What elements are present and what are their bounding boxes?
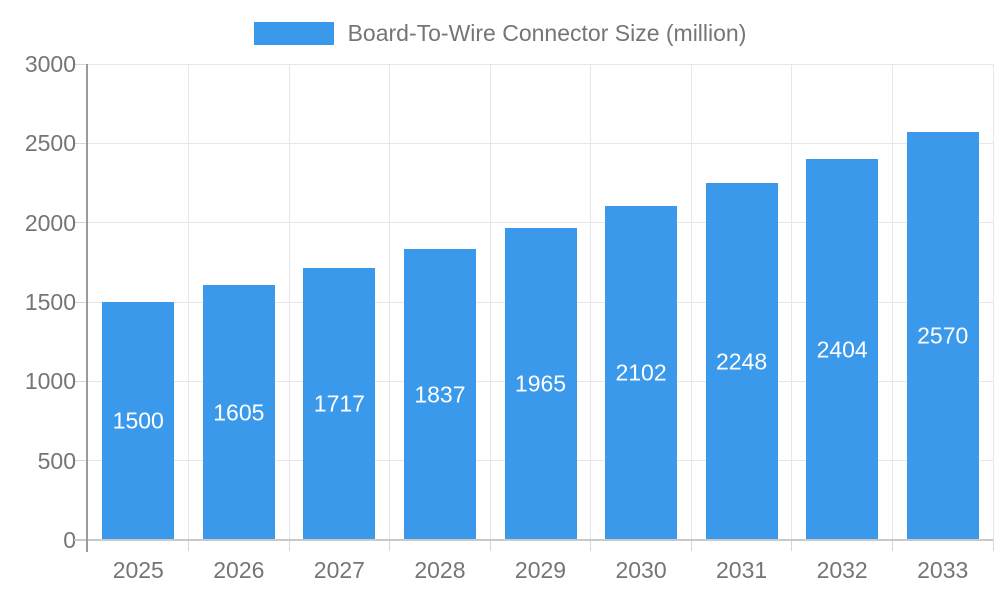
bar[interactable]: 1965: [504, 228, 577, 540]
x-gridline: [389, 64, 391, 540]
y-tick-label: 1500: [24, 289, 76, 315]
x-gridline: [992, 64, 994, 540]
y-axis-line: [86, 64, 88, 552]
x-tick-label: 2027: [313, 557, 365, 583]
y-tick-label: 2000: [24, 209, 76, 236]
x-tick-label: 2032: [816, 557, 868, 583]
bar[interactable]: 1605: [202, 285, 275, 540]
bar-value-label: 2102: [615, 359, 667, 386]
x-gridline: [489, 64, 491, 540]
bar-value-label: 1500: [112, 407, 164, 434]
x-tick-label: 2025: [112, 557, 164, 583]
x-tick: [590, 540, 592, 551]
legend[interactable]: Board-To-Wire Connector Size (million): [0, 18, 1000, 48]
y-tick-label: 3000: [24, 51, 76, 77]
x-gridline: [791, 64, 793, 540]
x-tick-label: 2029: [514, 557, 567, 583]
x-axis-line: [74, 539, 993, 541]
bar-value-label: 1837: [414, 381, 466, 407]
x-tick: [791, 540, 793, 551]
x-tick: [389, 540, 391, 551]
bar-value-label: 2248: [716, 348, 768, 374]
x-tick: [992, 540, 994, 551]
x-tick-label: 2028: [414, 557, 466, 583]
bar[interactable]: 2248: [705, 183, 778, 540]
y-gridline: [88, 142, 993, 144]
x-tick-label: 2031: [716, 557, 768, 583]
y-tick-label: 0: [63, 527, 76, 553]
x-tick: [690, 540, 692, 551]
y-tick-label: 1000: [24, 368, 76, 395]
y-tick: [73, 142, 86, 144]
x-tick: [891, 540, 893, 551]
bar[interactable]: 1837: [403, 249, 476, 540]
x-tick-label: 2026: [213, 557, 265, 583]
bar-value-label: 2570: [917, 322, 969, 349]
bar[interactable]: 2102: [605, 206, 678, 540]
bar[interactable]: 2570: [906, 132, 979, 540]
bar[interactable]: 2404: [806, 159, 879, 540]
bar-value-label: 1965: [514, 370, 567, 397]
x-gridline: [288, 64, 290, 540]
y-tick: [73, 380, 86, 382]
bar-value-label: 1717: [313, 390, 365, 417]
bar[interactable]: 1717: [303, 268, 376, 540]
x-tick-label: 2033: [917, 557, 969, 583]
x-gridline: [188, 64, 190, 540]
bar[interactable]: 1500: [102, 302, 175, 540]
bar-value-label: 1605: [213, 399, 265, 425]
x-gridline: [690, 64, 692, 540]
x-tick: [489, 540, 491, 551]
legend-swatch[interactable]: [253, 21, 334, 45]
y-tick: [73, 63, 86, 65]
y-tick: [73, 460, 86, 462]
bar-value-label: 2404: [816, 336, 868, 362]
y-tick-label: 2500: [24, 130, 76, 157]
x-gridline: [590, 64, 592, 540]
x-gridline: [891, 64, 893, 540]
x-tick-label: 2030: [615, 557, 667, 583]
y-gridline: [88, 63, 993, 65]
x-tick: [188, 540, 190, 551]
y-tick-label: 500: [37, 447, 76, 474]
y-tick: [73, 222, 86, 224]
y-tick: [73, 301, 86, 303]
legend-label: Board-To-Wire Connector Size (million): [347, 19, 747, 46]
y-gridline: [88, 222, 993, 224]
plot-area: 1500 1605 1717 1837 1965 2102 2248 2404 2570: [73, 63, 994, 552]
x-tick: [288, 540, 290, 551]
